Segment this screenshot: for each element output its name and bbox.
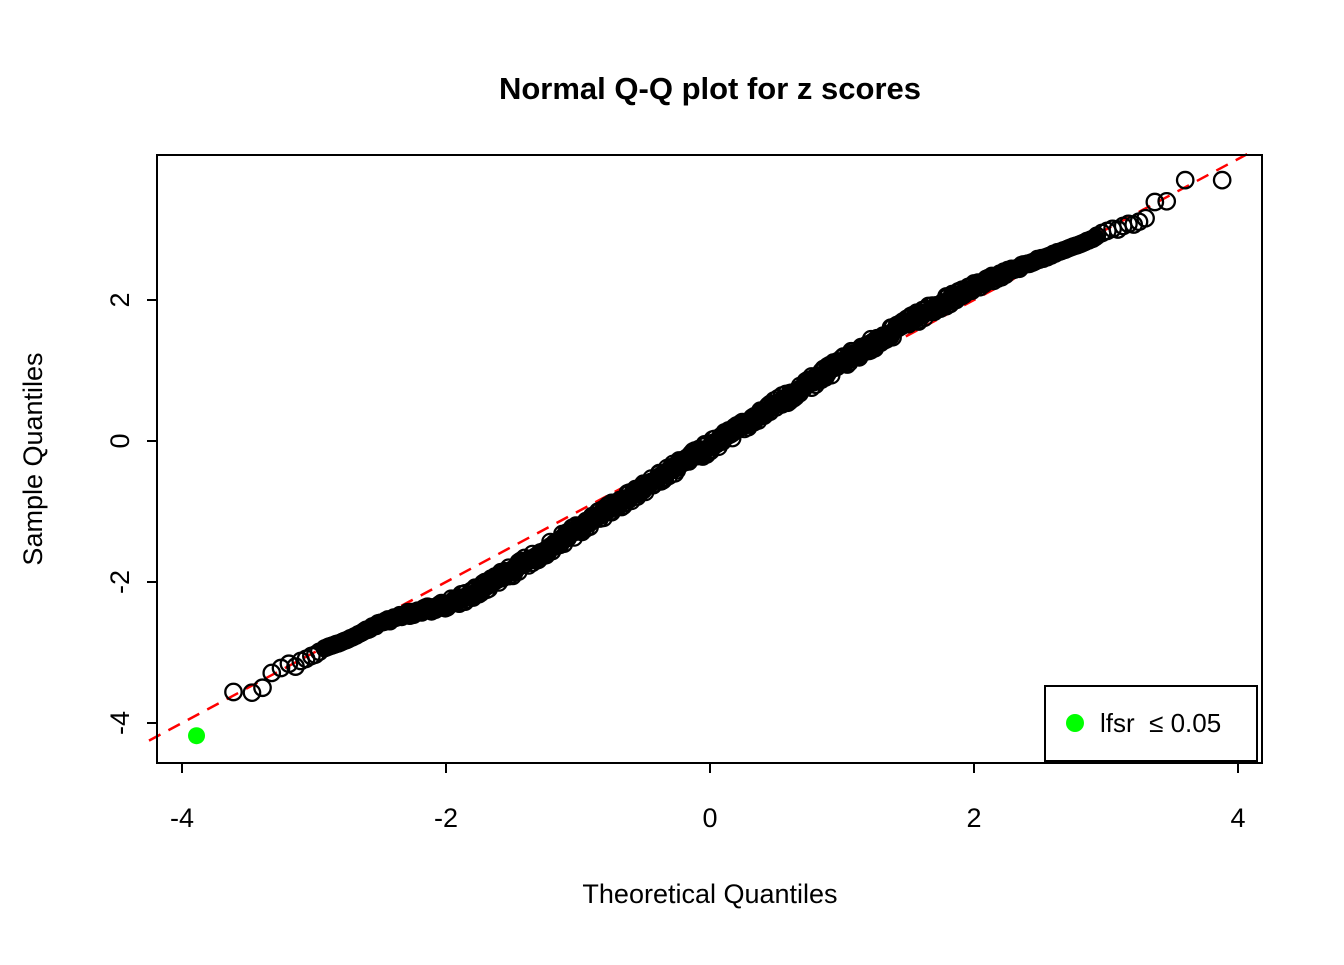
x-tick-label: 4 <box>1230 803 1245 833</box>
x-tick-label: -4 <box>170 803 194 833</box>
y-tick-label: -2 <box>105 570 135 594</box>
x-tick-label: 2 <box>966 803 981 833</box>
y-axis-label: Sample Quantiles <box>18 352 48 565</box>
significant-point <box>188 727 206 745</box>
qq-point <box>253 678 272 698</box>
x-tick-label: 0 <box>702 803 717 833</box>
y-tick-label: 2 <box>105 292 135 307</box>
qq-point <box>242 683 262 703</box>
legend-label: lfsr ≤ 0.05 <box>1100 708 1221 738</box>
y-tick-label: -4 <box>105 711 135 735</box>
plot-title: Normal Q-Q plot for z scores <box>499 71 921 106</box>
qq-point <box>1212 170 1232 190</box>
qq-point <box>309 642 329 662</box>
qq-point <box>1157 191 1177 211</box>
legend: lfsr ≤ 0.05 <box>1044 685 1258 762</box>
qq-point <box>1136 208 1155 228</box>
x-axis-label: Theoretical Quantiles <box>582 879 837 909</box>
legend-box <box>1044 685 1258 762</box>
y-tick-label: 0 <box>105 433 135 448</box>
legend-marker-significant <box>1066 714 1084 732</box>
x-tick-label: -2 <box>434 803 458 833</box>
qq-point <box>1145 192 1165 212</box>
qq-point <box>305 645 325 664</box>
chart-layer: -4 -2 0 2 4 2 0 -2 -4 <box>105 152 1263 833</box>
qq-point <box>1083 229 1102 248</box>
qq-point <box>224 682 243 702</box>
qq-point <box>262 663 282 683</box>
qq-point <box>1175 170 1195 190</box>
